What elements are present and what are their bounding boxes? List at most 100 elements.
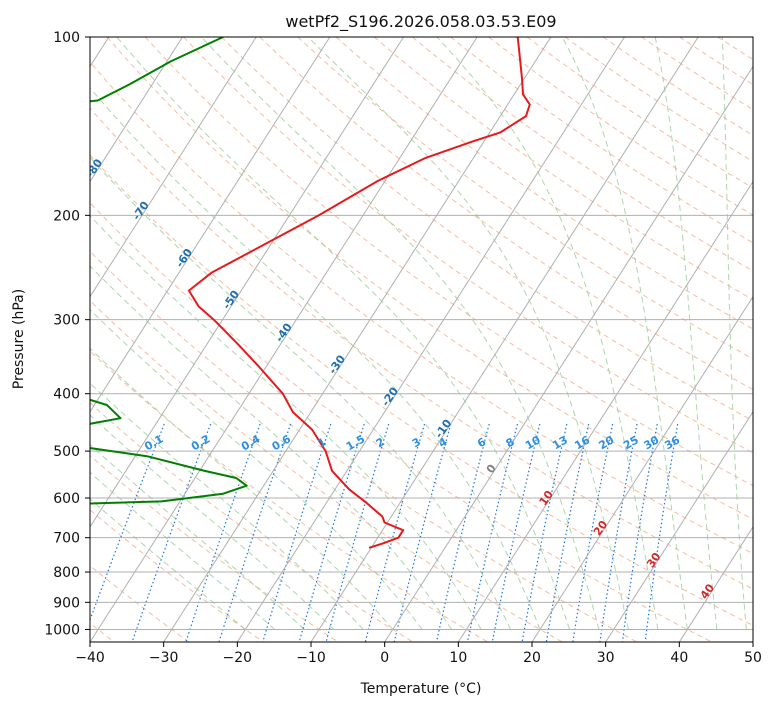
y-tick-label: 400 — [53, 387, 80, 403]
mixing-ratio-line — [521, 423, 568, 642]
dry-adiabat — [488, 37, 753, 216]
x-tick-label: −40 — [75, 650, 105, 666]
mixing-ratio-label: 10 — [523, 433, 543, 452]
dry-adiabat — [90, 454, 339, 642]
x-tick-label: −20 — [223, 650, 253, 666]
dry-adiabat — [90, 509, 264, 642]
x-tick-label: 50 — [744, 650, 762, 666]
isotherm — [310, 37, 699, 642]
moist-adiabat — [116, 37, 570, 630]
isotherm — [90, 37, 404, 528]
mixing-ratio-label: 0.6 — [270, 432, 294, 453]
mixing-ratio-line — [90, 423, 165, 622]
dry-adiabat — [183, 37, 753, 454]
y-tick-label: 700 — [53, 531, 80, 547]
y-tick-label: 300 — [53, 313, 80, 329]
moist-adiabat — [654, 37, 718, 630]
moist-adiabat — [90, 215, 482, 630]
isotherm — [90, 37, 183, 183]
mixing-ratio-label: 6 — [475, 435, 488, 450]
mixing-ratio-line — [491, 423, 541, 642]
x-tick-label: 30 — [597, 650, 615, 666]
mixing-ratio-line — [393, 423, 452, 642]
y-tick-label: 500 — [53, 444, 80, 460]
mixing-ratio-label: 2 — [374, 435, 387, 450]
isotherm — [531, 295, 753, 642]
isotherm — [90, 37, 478, 642]
mixing-ratio-line — [218, 423, 292, 642]
isotherm — [457, 180, 753, 642]
mixing-ratio-line — [185, 423, 261, 642]
x-tick-label: 10 — [449, 650, 467, 666]
moist-adiabat — [90, 414, 335, 630]
dry-adiabat — [564, 37, 753, 163]
isotherm — [605, 410, 753, 642]
dry-adiabat — [373, 37, 753, 301]
mixing-ratio-line — [131, 423, 212, 642]
dry-adiabat — [412, 37, 753, 272]
dry-adiabat — [335, 37, 753, 330]
mixing-ratio-label: 0.2 — [189, 432, 212, 453]
x-tick-label: −10 — [296, 650, 326, 666]
mixing-ratio-line — [599, 423, 638, 642]
mixing-ratio-label: 20 — [597, 433, 617, 452]
moist-adiabat — [307, 37, 629, 630]
moist-adiabat — [90, 156, 512, 630]
mixing-ratio-line — [364, 423, 426, 642]
x-tick-label: −30 — [149, 650, 179, 666]
isotherm — [163, 37, 552, 642]
mixing-ratio-line — [644, 423, 679, 642]
isotherm-label: 20 — [591, 518, 611, 538]
isotherm-label: -10 — [432, 417, 454, 441]
dry-adiabat — [756, 37, 775, 642]
mixing-ratio-label: 0.1 — [142, 432, 165, 453]
y-tick-label: 800 — [53, 565, 80, 581]
mixing-ratio-label: 1.5 — [344, 432, 367, 453]
isotherm-label: -40 — [273, 321, 295, 345]
moist-adiabat — [90, 308, 423, 630]
dry-adiabat — [641, 37, 753, 111]
y-axis-label: Pressure (hPa) — [11, 289, 27, 389]
y-tick-label: 600 — [53, 491, 80, 507]
isotherm-label: -100 — [0, 49, 27, 79]
mixing-ratio-label: 3 — [410, 435, 423, 450]
moist-adiabat — [436, 37, 659, 630]
dry-adiabat — [90, 402, 414, 642]
isotherm — [90, 37, 331, 413]
x-tick-label: 40 — [670, 650, 688, 666]
moist-adiabat — [90, 87, 541, 630]
dry-adiabat — [297, 37, 753, 360]
dry-adiabat — [90, 107, 753, 590]
isotherm-label: 0 — [484, 462, 499, 476]
dry-adiabat — [90, 350, 488, 642]
moist-adiabat — [90, 443, 305, 630]
moist-adiabat — [90, 347, 394, 630]
x-tick-label: 0 — [380, 650, 389, 666]
y-tick-label: 1000 — [44, 622, 80, 638]
dry-adiabat — [106, 37, 753, 520]
x-tick-label: 20 — [523, 650, 541, 666]
mixing-ratio-label: 8 — [504, 435, 517, 450]
y-tick-label: 900 — [53, 595, 80, 611]
isotherm-label: -20 — [379, 385, 401, 409]
isotherm — [384, 65, 753, 642]
mixing-ratio-label: 25 — [621, 433, 641, 452]
isotherm-label: -50 — [220, 288, 242, 312]
moist-adiabat — [561, 37, 688, 630]
moist-adiabat — [721, 37, 747, 630]
isotherm — [678, 525, 753, 642]
dry-adiabat — [90, 564, 190, 642]
dry-adiabat — [221, 37, 753, 422]
dry-adiabat — [90, 61, 753, 555]
mixing-ratio-line — [325, 423, 390, 642]
y-tick-label: 100 — [53, 30, 80, 46]
isotherm — [236, 37, 625, 642]
moist-adiabat — [201, 37, 600, 630]
chart-title: wetPf2_S196.2026.058.03.53.E09 — [285, 12, 556, 32]
dry-adiabat — [90, 202, 712, 642]
mixing-ratio-label: 0.4 — [239, 432, 263, 453]
moist-adiabat — [90, 498, 246, 630]
mixing-ratio-line — [621, 423, 658, 642]
dry-adiabat — [90, 250, 638, 642]
